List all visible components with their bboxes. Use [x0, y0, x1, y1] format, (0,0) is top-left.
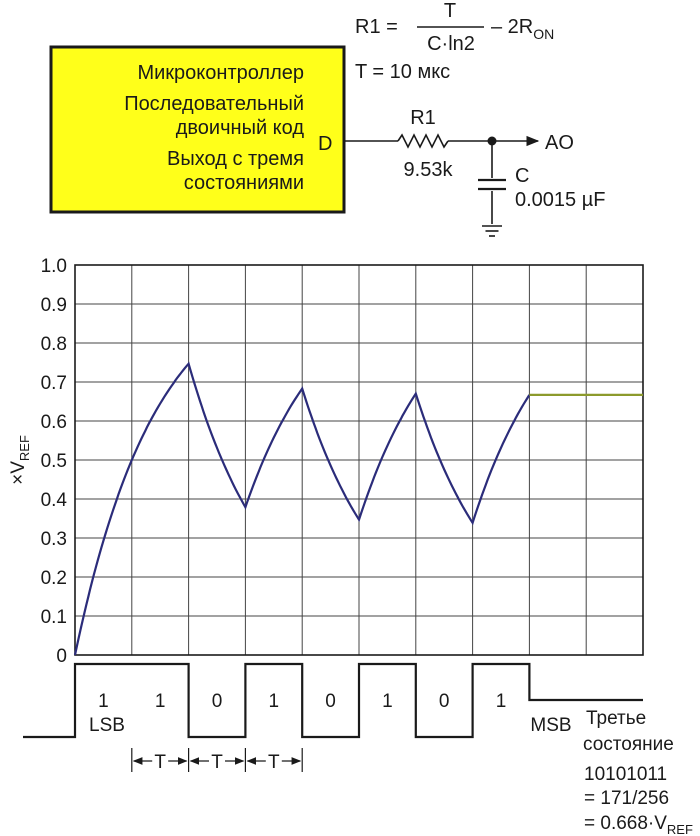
chart-grid	[75, 265, 643, 655]
code-vref-value: = 0.668·VREF	[584, 813, 693, 836]
bit-label: 0	[212, 691, 223, 712]
period-value: T = 10 мкс	[355, 61, 450, 83]
y-tick-label: 0.1	[41, 607, 67, 628]
mcu-line-serial: Последовательный	[124, 93, 304, 115]
code-fraction: = 171/256	[584, 788, 669, 809]
formula-numerator: T	[444, 0, 456, 22]
capacitor-value: 0.0015 µF	[515, 189, 605, 211]
r1-label: R1	[410, 107, 436, 129]
ground-symbol-icon	[482, 225, 502, 237]
period-label: T	[211, 752, 223, 773]
bit-label: 0	[325, 691, 336, 712]
bit-stream: 1 1 0 1 0 1 0 1 LSB MSB T T T Третье состояние 10…	[23, 662, 693, 836]
y-tick-label: 0.4	[41, 490, 68, 511]
voltage-trace-line	[73, 361, 531, 656]
bit-label: 1	[496, 691, 507, 712]
voltage-trace	[73, 361, 643, 656]
voltage-chart: 0 0.1 0.2 0.3 0.4 0.5 0.6 0.7 0.8 0.9 1.0 ×VREF	[8, 256, 644, 667]
plot-frame	[74, 264, 644, 656]
msb-label: MSB	[530, 715, 571, 736]
y-tick-label: 0.3	[41, 529, 67, 550]
ao-label: AO	[545, 132, 574, 154]
y-tick-label: 0.7	[41, 373, 67, 394]
r1-value: 9.53k	[404, 159, 454, 181]
y-tick-label: 0.5	[41, 451, 67, 472]
mcu-line-states: состояниями	[184, 172, 304, 194]
y-tick-label: 1.0	[41, 256, 67, 277]
y-tick-label: 0.9	[41, 295, 67, 316]
pin-d-label: D	[318, 133, 332, 155]
formula-tail: – 2RON	[491, 16, 554, 42]
tristate-line-2: состояние	[583, 734, 674, 755]
tristate-line-1: Третье	[586, 708, 646, 729]
circuit-schematic: Микроконтроллер Последовательный двоичны…	[49, 0, 605, 237]
y-tick-label: 0.8	[41, 334, 67, 355]
y-axis-label: ×VREF	[8, 435, 32, 485]
mcu-line-code: двоичный код	[176, 117, 305, 139]
period-label: T	[154, 752, 166, 773]
bit-label: 1	[269, 691, 280, 712]
bit-label: 0	[439, 691, 450, 712]
y-tick-label: 0.6	[41, 412, 67, 433]
code-binary: 10101011	[584, 764, 667, 785]
lsb-label: LSB	[89, 715, 125, 736]
formula-lhs: R1 =	[355, 16, 398, 38]
bit-value-labels: 1 1 0 1 0 1 0 1	[98, 691, 506, 712]
formula-r1: R1 = T C·ln2 – 2RON	[355, 0, 554, 55]
bit-label: 1	[382, 691, 393, 712]
capacitor-label: C	[515, 165, 529, 187]
resistor-r1	[397, 133, 449, 149]
mcu-line-output: Выход с тремя	[167, 148, 304, 170]
bit-label: 1	[155, 691, 166, 712]
period-label: T	[268, 752, 280, 773]
y-tick-label: 0.2	[41, 568, 67, 589]
serial-bit-waveform	[23, 662, 643, 739]
formula-denominator: C·ln2	[427, 33, 475, 55]
y-tick-label: 0	[56, 646, 67, 667]
mcu-title: Микроконтроллер	[137, 62, 304, 84]
microcontroller-block	[49, 45, 346, 214]
y-tick-labels: 0 0.1 0.2 0.3 0.4 0.5 0.6 0.7 0.8 0.9 1.0	[41, 256, 68, 667]
bit-label: 1	[98, 691, 109, 712]
